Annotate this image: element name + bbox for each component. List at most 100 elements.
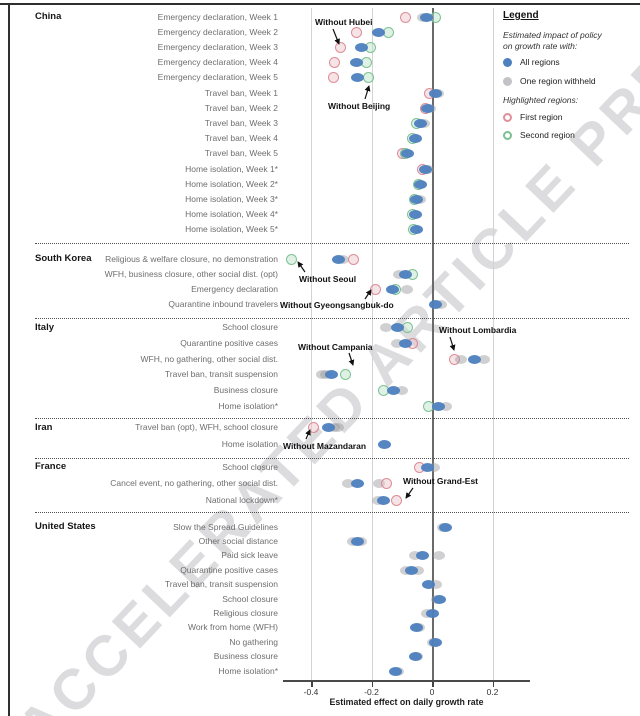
policy-label: Quarantine positive cases (180, 564, 278, 575)
legend-item-label: First region (520, 112, 563, 122)
x-axis-tick (492, 682, 494, 687)
country-separator-line (35, 417, 629, 419)
dot-all-regions (355, 42, 369, 52)
policy-label: Religious & welfare closure, no demonstr… (105, 253, 278, 264)
dot-all-regions (350, 73, 364, 83)
policy-label: Home isolation* (218, 401, 278, 411)
dot-all-regions (350, 58, 364, 68)
left-border-line (8, 4, 10, 716)
dot-all-regions (372, 27, 386, 37)
country-label: Italy (35, 321, 55, 333)
x-axis-line (283, 680, 530, 682)
gridline (492, 8, 494, 681)
dot-all-regions (467, 354, 481, 364)
dot-all-regions (410, 194, 424, 204)
dot-first-region (391, 494, 403, 506)
country-label: United States (35, 521, 96, 532)
dot-all-regions (428, 637, 442, 647)
policy-label: Emergency declaration, Week 3 (157, 41, 278, 52)
annotation-lombardia: Without Lombardia (439, 325, 517, 335)
x-axis-title: Estimated effect on daily growth rate (329, 697, 484, 707)
dot-first-region (351, 26, 363, 38)
legend-title: Legend (503, 10, 539, 21)
dot-region-withheld (332, 423, 345, 432)
policy-label: Travel ban, Week 5 (204, 148, 278, 159)
top-border-line (0, 3, 640, 5)
policy-label: Business closure (213, 651, 278, 662)
x-axis-tick-label: 0 (429, 687, 435, 697)
policy-label: Quarantine inbound travelers (168, 299, 278, 310)
policy-label: Travel ban, Week 2 (204, 102, 278, 113)
dot-region-withheld (412, 565, 425, 575)
dot-all-regions (404, 565, 418, 575)
legend-item-label: Second region (520, 130, 575, 140)
legend-item-label: All regions (520, 57, 560, 67)
annotation-beijing: Without Beijing (328, 101, 391, 111)
dot-region-withheld (380, 323, 393, 332)
legend-item-first-region: First region (503, 112, 563, 122)
country-label: Iran (35, 421, 53, 433)
dot-all-regions (325, 370, 339, 380)
dot-second-region (339, 369, 351, 381)
dot-all-regions (429, 88, 443, 98)
policy-label: Home isolation* (218, 665, 278, 676)
policy-label: Travel ban, transit suspension (164, 579, 278, 590)
dot-region-withheld (429, 580, 442, 590)
policy-label: Home isolation, Week 1* (185, 163, 278, 174)
policy-label: Cancel event, no gathering, other social… (110, 478, 278, 488)
dot-all-regions (420, 12, 434, 22)
dot-all-regions (414, 118, 428, 128)
dot-first-region (449, 353, 461, 365)
annotation-gyeongsangbukdo: Without Gyeongsangbuk-do (280, 300, 394, 310)
dot-first-region (400, 11, 412, 23)
dot-region-withheld (315, 370, 328, 380)
dot-all-regions (433, 594, 447, 604)
policy-label: Slow the Spread Guidelines (173, 521, 278, 532)
dot-region-withheld (409, 551, 422, 561)
dot-all-regions (409, 210, 423, 220)
country-separator-line (35, 317, 629, 319)
zero-gridline (432, 8, 434, 681)
policy-label: Travel ban, Week 4 (204, 133, 278, 144)
x-axis-tick-label: -0.4 (303, 687, 319, 697)
x-axis-tick-label: 0.2 (486, 687, 499, 697)
dot-second-region (286, 253, 298, 265)
dot-second-region (362, 72, 374, 84)
annotation-hubei: Without Hubei (315, 17, 373, 27)
dot-all-regions (398, 338, 412, 348)
legend-subtitle-line1: Estimated impact of policy (503, 30, 602, 40)
one-region-withheld-dot-icon (503, 76, 512, 86)
gridline (311, 8, 312, 681)
policy-label: School closure (222, 461, 278, 472)
policy-label: School closure (222, 322, 278, 332)
dot-region-withheld (478, 354, 491, 364)
x-axis-tick-label: -0.2 (364, 687, 379, 697)
dot-all-regions (331, 254, 345, 264)
gridline (371, 8, 373, 681)
dot-region-withheld (428, 462, 441, 472)
dot-all-regions (429, 300, 443, 310)
annotation-arrow-grandest (405, 487, 414, 499)
country-separator-line (35, 458, 629, 459)
x-axis-tick (432, 682, 434, 687)
policy-label: Other social distance (198, 535, 278, 546)
dot-first-region (335, 41, 347, 53)
first-region-circle-icon (503, 112, 512, 122)
policy-label: Home isolation, Week 5* (185, 224, 278, 235)
country-label: France (35, 461, 67, 472)
dot-all-regions (410, 623, 424, 633)
dot-all-regions (391, 323, 404, 332)
dot-first-region (329, 57, 341, 69)
dot-region-withheld (439, 402, 452, 411)
dot-all-regions (421, 103, 435, 113)
dot-first-region (369, 283, 381, 295)
policy-label: Religious closure (213, 607, 278, 618)
policy-label: Emergency declaration, Week 4 (157, 57, 278, 68)
dot-region-withheld (395, 386, 408, 396)
policy-label: No gathering (229, 636, 278, 647)
all-regions-dot-icon (503, 57, 512, 67)
policy-label: Home isolation, Week 2* (185, 178, 278, 189)
legend: Legend Estimated impact of policy on gro… (503, 10, 640, 150)
dot-first-region (328, 72, 340, 84)
